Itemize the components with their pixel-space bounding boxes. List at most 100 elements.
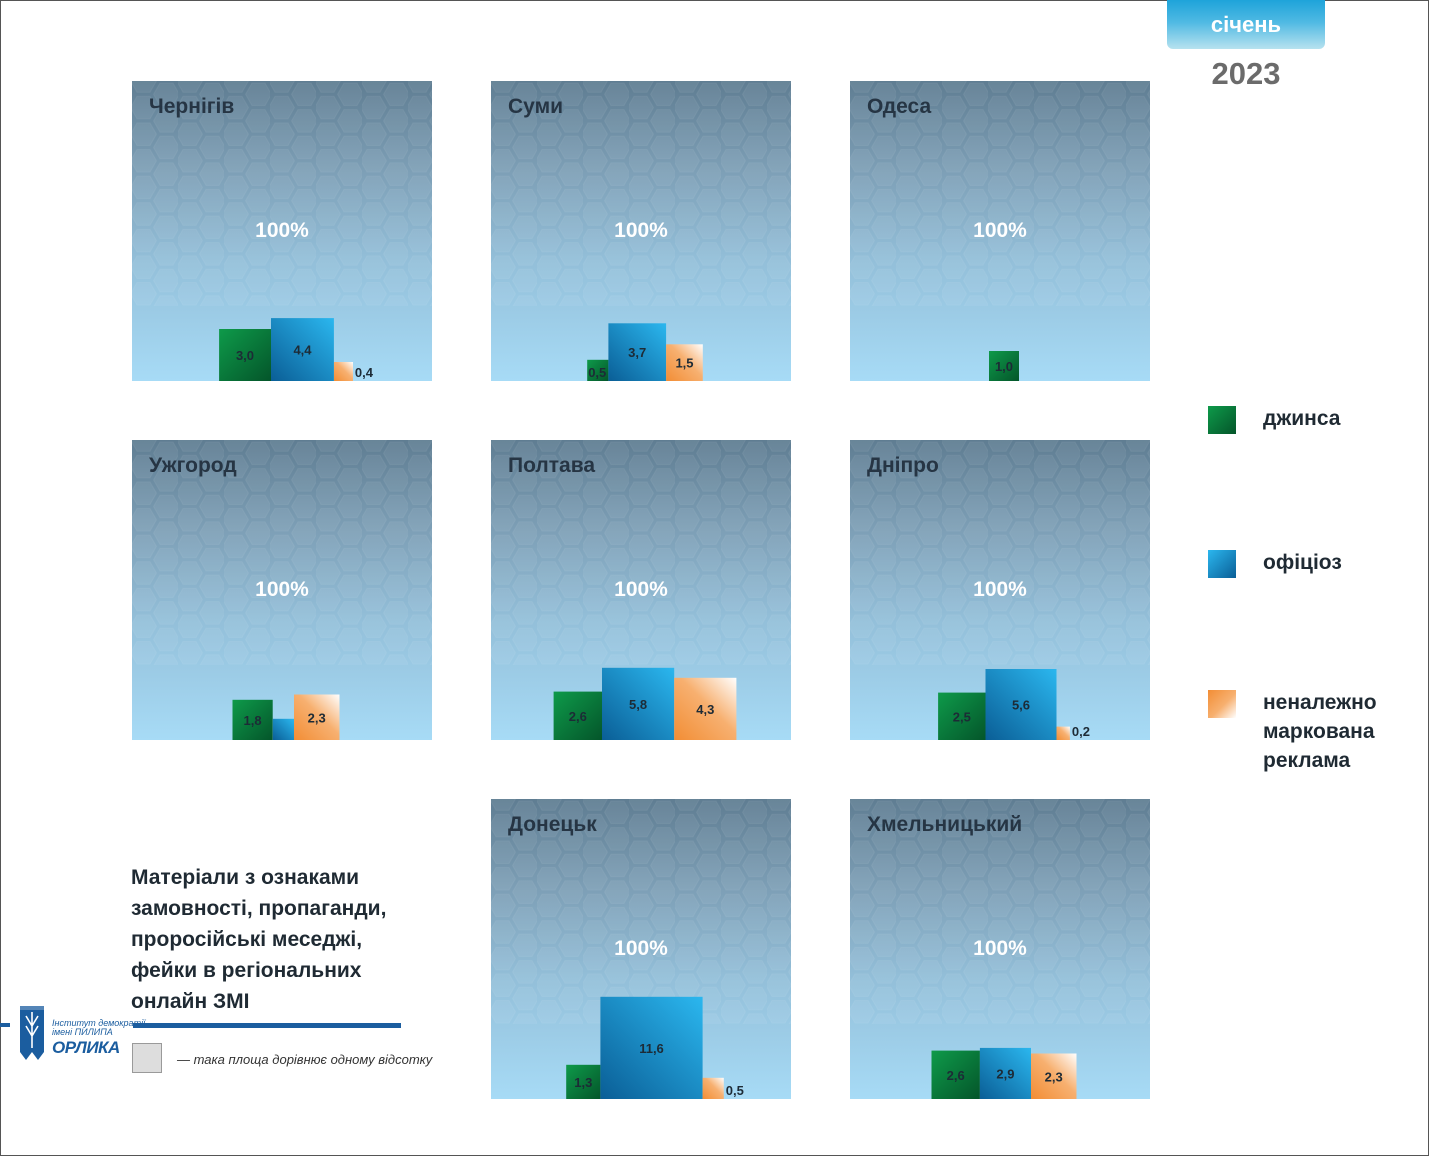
city-panel: Ужгород 100% 1,80,52,3 — [132, 440, 432, 740]
bar-reklama — [334, 362, 353, 381]
hex-background — [850, 81, 1150, 306]
legend-item-dzhynsa: джинса — [1208, 404, 1340, 434]
legend-item-ofitsioz: офіціоз — [1208, 548, 1342, 578]
panel-city-title: Одеса — [867, 95, 932, 118]
one-percent-area-note: — така площа дорівнює одному відсотку — [177, 1052, 433, 1067]
panel-total-label: 100% — [255, 578, 309, 601]
bar-reklama-value-label: 0,2 — [1072, 724, 1090, 739]
institute-logo-icon — [20, 1006, 44, 1060]
panel-total-label: 100% — [614, 937, 668, 960]
bar-ofitsioz — [979, 1047, 1031, 1099]
panel-city-title: Ужгород — [149, 454, 237, 477]
panel-total-label: 100% — [973, 937, 1027, 960]
bar-reklama — [702, 1077, 724, 1099]
bar-dzhynsa-value-label: 2,6 — [947, 1068, 965, 1083]
hex-background — [132, 81, 432, 306]
panel-total-label: 100% — [255, 219, 309, 242]
hex-background — [491, 440, 791, 665]
city-panel: Дніпро 100% 2,5 5,6 0,2 — [850, 440, 1150, 740]
bar-dzhynsa-value-label: 1,8 — [244, 713, 262, 728]
bar-ofitsioz — [600, 996, 703, 1099]
hex-background — [491, 799, 791, 1024]
city-panel: Суми 100% 0,5 3,7 1,5 — [491, 81, 791, 381]
panel-total-label: 100% — [973, 578, 1027, 601]
bar-ofitsioz — [608, 323, 667, 381]
bar-reklama-value-label: 4,3 — [696, 702, 714, 717]
panel-bars: 2,6 2,9 2,3 — [931, 1047, 1077, 1099]
panel-bars: 1,80,52,3 — [232, 694, 340, 740]
city-panel: Донецьк 100% 1,3 11,6 0,5 — [491, 799, 791, 1099]
bar-reklama-value-label: 2,3 — [1045, 1069, 1063, 1084]
bar-dzhynsa-value-label: 2,6 — [569, 709, 587, 724]
hex-background — [132, 440, 432, 665]
panel-bars: 2,5 5,6 0,2 — [938, 669, 1090, 740]
logo-text-small: Інститут демократії імені ПИЛИПА — [52, 1019, 145, 1037]
legend-label-dzhynsa: джинса — [1263, 407, 1341, 430]
bar-dzhynsa-value-label: 1,0 — [995, 359, 1013, 374]
city-panel: Полтава 100% 2,6 5,8 4,3 — [491, 440, 791, 740]
city-panel: Хмельницький 100% 2,6 2,9 2,3 — [850, 799, 1150, 1099]
bar-dzhynsa — [587, 359, 609, 381]
bar-ofitsioz-value-label: 5,6 — [1012, 698, 1030, 713]
bar-dzhynsa — [553, 691, 602, 740]
bar-ofitsioz — [271, 318, 334, 381]
logo-line1: Інститут демократії — [52, 1018, 146, 1028]
bar-dzhynsa-value-label: 2,5 — [953, 709, 971, 724]
bar-reklama-value-label: 1,5 — [675, 356, 693, 371]
hex-background — [850, 799, 1150, 1024]
left-edge-tick — [0, 1023, 10, 1027]
panel-total-label: 100% — [614, 219, 668, 242]
bar-reklama — [1056, 726, 1070, 740]
logo-line3: ОРЛИКА — [52, 1038, 120, 1057]
caption-underline — [133, 1023, 401, 1028]
panel-bars: 3,0 4,4 0,4 — [219, 318, 374, 381]
bar-dzhynsa — [931, 1050, 980, 1099]
bar-ofitsioz-value-label: 3,7 — [628, 345, 646, 360]
panel-city-title: Суми — [508, 95, 564, 118]
panel-bars: 2,6 5,8 4,3 — [553, 667, 737, 740]
legend-label-reklama: неналежно маркована реклама — [1263, 691, 1377, 772]
caption-text: Матеріали з ознаками замовності, пропага… — [131, 866, 387, 1013]
panel-city-title: Дніпро — [867, 454, 939, 477]
legend-swatch-reklama — [1208, 690, 1236, 718]
panel-city-title: Донецьк — [508, 813, 597, 836]
city-panel: Чернігів 100% 3,0 4,4 0,4 — [132, 81, 432, 381]
one-percent-area-sample — [132, 1043, 162, 1073]
bar-reklama — [666, 344, 703, 381]
legend-swatch-dzhynsa — [1208, 406, 1236, 434]
bar-ofitsioz — [272, 718, 294, 740]
bar-ofitsioz-value-label: 4,4 — [293, 343, 312, 358]
legend-item-reklama: неналежно маркована реклама — [1208, 688, 1377, 775]
panel-city-title: Хмельницький — [867, 813, 1023, 836]
month-tab[interactable]: січень — [1167, 0, 1325, 49]
hex-background — [491, 81, 791, 306]
panel-city-title: Полтава — [508, 454, 596, 477]
bar-reklama-value-label: 0,5 — [726, 1083, 744, 1098]
bar-ofitsioz-value-label: 11,6 — [639, 1041, 664, 1056]
bar-reklama — [294, 694, 340, 740]
month-label: січень — [1210, 11, 1282, 37]
city-panel: Одеса 100% 1,0 — [850, 81, 1150, 381]
bar-dzhynsa — [989, 351, 1019, 381]
bar-reklama-value-label: 0,4 — [355, 365, 374, 380]
legend-label-ofitsioz: офіціоз — [1263, 551, 1342, 574]
bar-dzhynsa-value-label: 1,3 — [574, 1075, 592, 1090]
bar-ofitsioz-value-label: 5,8 — [629, 697, 647, 712]
panel-bars: 1,3 11,6 0,5 — [566, 996, 744, 1099]
panel-total-label: 100% — [973, 219, 1027, 242]
bar-dzhynsa — [232, 699, 273, 740]
panel-total-label: 100% — [614, 578, 668, 601]
bar-reklama-value-label: 2,3 — [308, 710, 326, 725]
bar-dzhynsa — [938, 692, 986, 740]
bar-dzhynsa — [566, 1064, 601, 1099]
bar-ofitsioz — [985, 669, 1057, 740]
panel-city-title: Чернігів — [149, 95, 235, 118]
bar-dzhynsa-value-label: 3,0 — [236, 348, 254, 363]
year-label: 2023 — [1211, 56, 1281, 91]
bar-ofitsioz-value-label: 2,9 — [996, 1067, 1014, 1082]
panel-bars: 1,0 — [989, 351, 1019, 381]
hex-background — [850, 440, 1150, 665]
legend-swatch-ofitsioz — [1208, 550, 1236, 578]
logo-line2: імені ПИЛИПА — [52, 1027, 113, 1037]
bar-reklama — [1031, 1053, 1077, 1099]
